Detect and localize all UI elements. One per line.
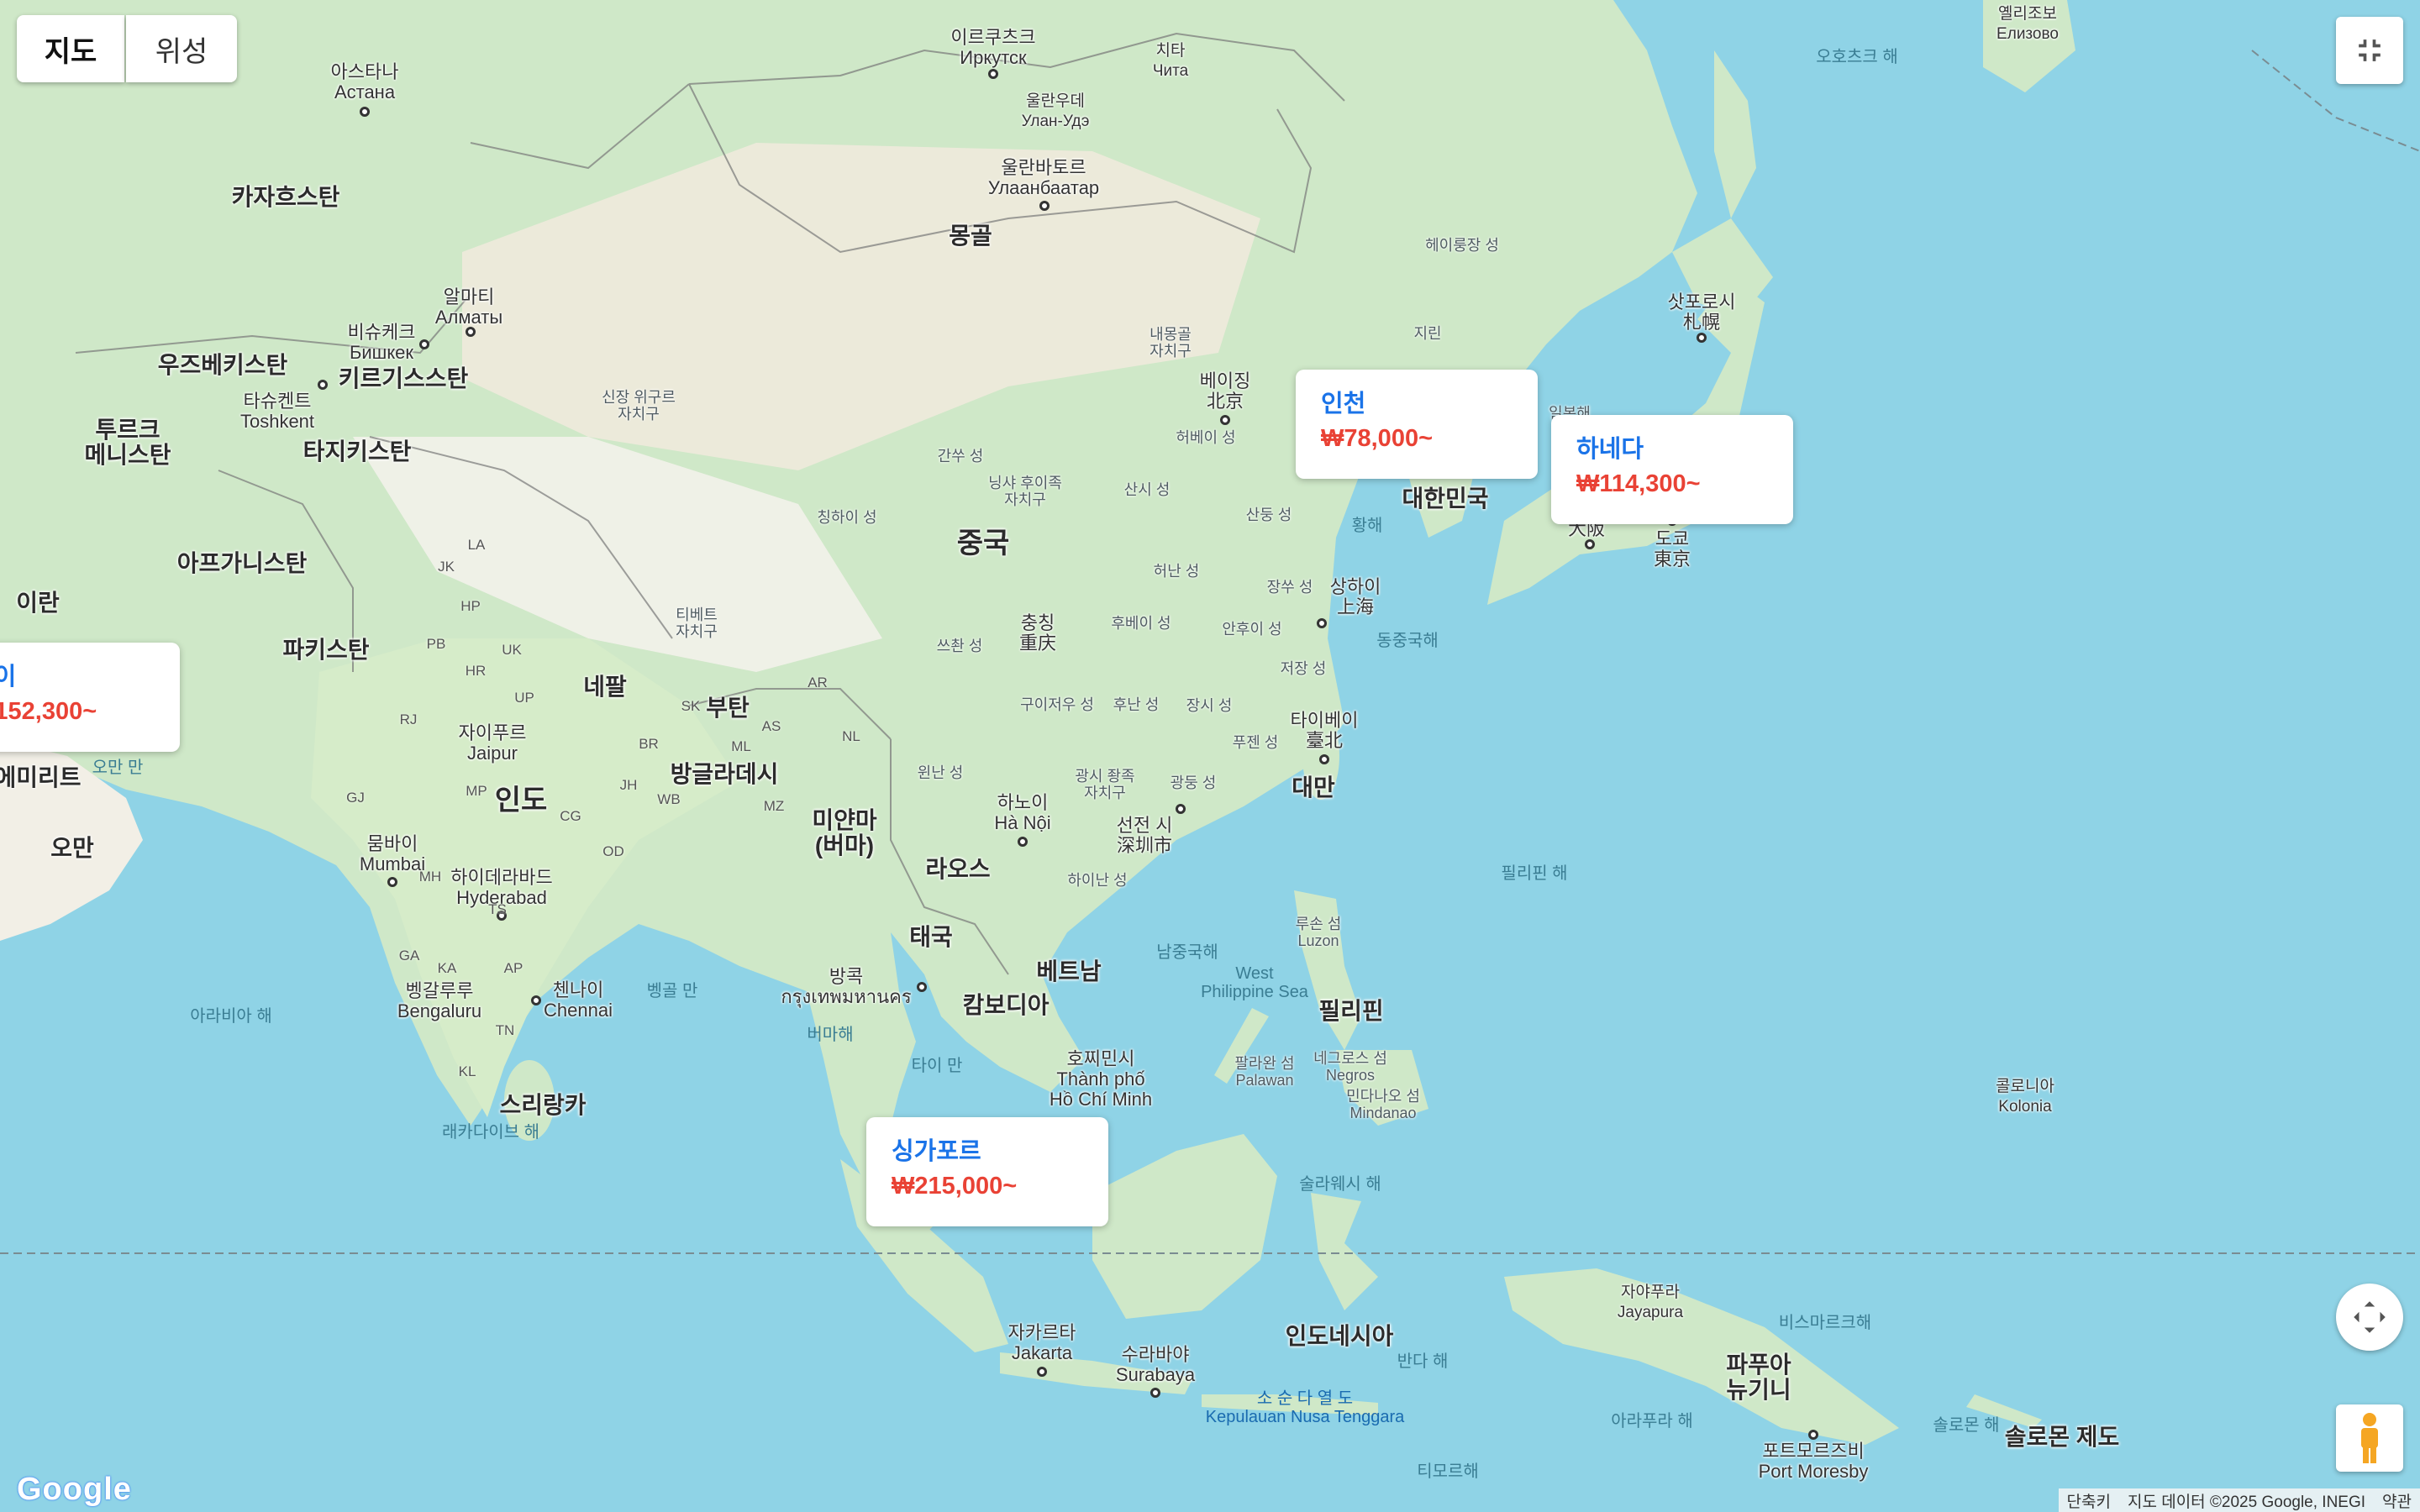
city-marker xyxy=(1319,754,1329,764)
solomon-landmass xyxy=(1966,1394,2042,1428)
city-marker xyxy=(1808,1430,1818,1440)
price-card-city: 하네다 xyxy=(1576,436,1644,463)
city-marker xyxy=(1037,1367,1047,1377)
city-marker xyxy=(1150,1388,1160,1398)
new-guinea-landmass xyxy=(1504,1268,1899,1445)
city-marker xyxy=(1018,837,1028,847)
map-data-attribution: 지도 데이터 ©2025 Google, INEGI xyxy=(2127,1493,2366,1511)
map-type-map-button[interactable]: 지도 xyxy=(17,15,124,82)
himalaya-area xyxy=(353,437,882,672)
price-card-price: ₩152,300~ xyxy=(0,698,97,725)
price-card-price: ₩78,000~ xyxy=(1321,425,1434,452)
map-type-satellite-button[interactable]: 위성 xyxy=(126,15,237,82)
desert-area xyxy=(462,143,1260,470)
terms-link[interactable]: 약관 xyxy=(2382,1493,2412,1511)
google-logo-text: Google xyxy=(17,1472,132,1507)
city-marker xyxy=(1317,618,1327,628)
city-marker xyxy=(419,339,429,349)
price-card-dubai[interactable]: 바이 ₩152,300~ xyxy=(0,643,180,752)
city-marker xyxy=(917,982,927,992)
price-card-price: ₩114,300~ xyxy=(1576,470,1701,497)
philippines-landmass xyxy=(1294,890,1361,1050)
price-card-singapore[interactable]: 싱가포르 ₩215,000~ xyxy=(866,1117,1108,1226)
price-card-city: 싱가포르 xyxy=(892,1138,981,1165)
city-marker xyxy=(1585,539,1595,549)
city-marker xyxy=(466,327,476,337)
sri-lanka-landmass xyxy=(504,1060,555,1141)
dateline xyxy=(2251,50,2420,152)
pegman-icon xyxy=(2361,1413,2378,1463)
palawan-landmass xyxy=(1214,1008,1269,1084)
arabia-landmass xyxy=(0,739,143,941)
price-card-city: 인천 xyxy=(1321,391,1366,417)
sakhalin-landmass xyxy=(1714,50,1756,218)
lesser-sunda-landmass xyxy=(1202,1394,1378,1415)
hainan-landmass xyxy=(1065,864,1119,900)
country-borders xyxy=(75,32,1345,975)
hokkaido-landmass xyxy=(1672,218,1773,319)
city-marker xyxy=(1697,333,1707,343)
city-marker xyxy=(360,107,370,117)
google-logo: Google xyxy=(17,1472,132,1508)
price-card-city: 바이 xyxy=(0,664,17,690)
camera-control-button[interactable] xyxy=(2336,1284,2403,1351)
java-landmass xyxy=(1000,1352,1193,1394)
map-attribution: 단축키 지도 데이터 ©2025 Google, INEGI 약관 xyxy=(2058,1488,2420,1512)
city-marker xyxy=(1176,804,1186,814)
price-card-price: ₩215,000~ xyxy=(892,1173,1018,1200)
city-marker xyxy=(1039,201,1050,211)
price-card-haneda[interactable]: 하네다 ₩114,300~ xyxy=(1551,415,1793,524)
city-marker xyxy=(387,877,397,887)
keyboard-shortcuts-link[interactable]: 단축키 xyxy=(2066,1493,2111,1511)
price-card-incheon[interactable]: 인천 ₩78,000~ xyxy=(1296,370,1538,479)
mindanao-landmass xyxy=(1336,1050,1428,1126)
city-marker xyxy=(1220,415,1230,425)
city-marker xyxy=(988,69,998,79)
kamchatka-landmass xyxy=(1983,0,2075,92)
india-landmass xyxy=(311,638,739,1117)
borneo-landmass xyxy=(1092,1134,1277,1319)
city-marker xyxy=(318,380,328,390)
city-marker xyxy=(531,995,541,1005)
city-marker xyxy=(497,911,507,921)
camera-control-icon xyxy=(2354,1301,2386,1333)
exit-fullscreen-button[interactable] xyxy=(2336,17,2403,84)
sulawesi-landmass xyxy=(1311,1193,1378,1310)
exit-fullscreen-icon xyxy=(2359,39,2381,61)
street-view-pegman-button[interactable] xyxy=(2336,1404,2403,1472)
